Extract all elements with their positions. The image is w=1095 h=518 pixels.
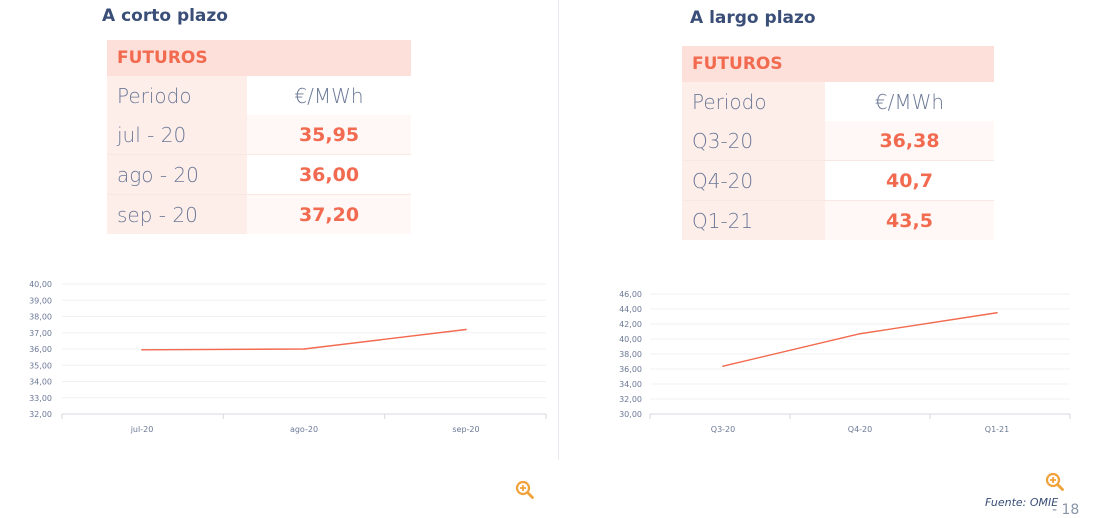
table-row-period: Q3-20 — [682, 121, 825, 161]
table-header: FUTUROS — [107, 40, 247, 76]
col-period-label: Periodo — [682, 82, 825, 121]
data-point — [996, 311, 998, 314]
line-chart-long-term: 30,00 32,00 34,00 36,00 38,00 40,00 42,00 44,00… — [619, 290, 1071, 434]
col-period-label: Periodo — [107, 76, 247, 115]
table-row-period: Q4-20 — [682, 160, 825, 201]
y-tick-label: 40,00 — [619, 335, 642, 344]
futures-table-short-term: FUTUROS Periodo €/MWh jul - 20 35,95 ago… — [107, 40, 411, 234]
futures-table-long-term: FUTUROS Periodo €/MWh Q3-20 36,38 Q4-20 … — [682, 46, 994, 240]
y-tick-label: 39,00 — [29, 296, 52, 305]
data-point — [859, 332, 861, 335]
y-tick-label: 37,00 — [29, 329, 52, 338]
x-tick-label: ago-20 — [290, 425, 318, 434]
table-row-period: jul - 20 — [107, 115, 247, 155]
y-tick-label: 38,00 — [29, 313, 52, 322]
x-tick-label: jul-20 — [130, 425, 154, 434]
y-tick-label: 40,00 — [29, 280, 52, 289]
y-tick-label: 30,00 — [619, 410, 642, 419]
y-tick-label: 33,00 — [29, 394, 52, 403]
table-row-value: 36,00 — [247, 154, 411, 195]
col-unit-label: €/MWh — [247, 76, 411, 115]
y-tick-label: 34,00 — [619, 380, 642, 389]
table-row-value: 36,38 — [825, 121, 994, 161]
y-tick-label: 36,00 — [619, 365, 642, 374]
col-unit-label: €/MWh — [825, 82, 994, 121]
zoom-in-icon[interactable] — [515, 480, 535, 505]
y-tick-label: 46,00 — [619, 290, 642, 299]
y-tick-label: 32,00 — [29, 410, 52, 419]
y-tick-label: 44,00 — [619, 305, 642, 314]
y-tick-label: 42,00 — [619, 320, 642, 329]
table-row-value: 35,95 — [247, 115, 411, 155]
y-tick-label: 38,00 — [619, 350, 642, 359]
data-point — [141, 349, 143, 351]
table-row-period: ago - 20 — [107, 154, 247, 195]
data-point — [303, 348, 305, 350]
source-note: Fuente: OMIE — [985, 496, 1059, 509]
table-row-period: Q1-21 — [682, 200, 825, 240]
x-tick-label: Q3-20 — [711, 425, 735, 434]
table-row-value: 43,5 — [825, 200, 994, 240]
section-title-long-term: A largo plazo — [690, 8, 816, 28]
column-divider — [558, 0, 559, 460]
y-tick-label: 36,00 — [29, 345, 52, 354]
line-chart-short-term: 32,00 33,00 34,00 35,00 36,00 37,00 38,00 39,00… — [29, 280, 547, 434]
data-point — [465, 328, 467, 331]
page-number: - 18 — [1052, 502, 1080, 518]
data-point — [722, 365, 724, 367]
table-header: FUTUROS — [682, 46, 825, 82]
x-tick-label: Q4-20 — [848, 425, 872, 434]
x-tick-label: Q1-21 — [985, 425, 1009, 434]
y-tick-label: 35,00 — [29, 361, 52, 370]
table-row-period: sep - 20 — [107, 194, 247, 234]
x-tick-label: sep-20 — [452, 425, 479, 434]
table-row-value: 37,20 — [247, 194, 411, 234]
table-row-value: 40,7 — [825, 160, 994, 201]
section-title-short-term: A corto plazo — [102, 6, 228, 26]
y-tick-label: 32,00 — [619, 395, 642, 404]
zoom-in-icon[interactable] — [1045, 472, 1065, 497]
y-tick-label: 34,00 — [29, 378, 52, 387]
